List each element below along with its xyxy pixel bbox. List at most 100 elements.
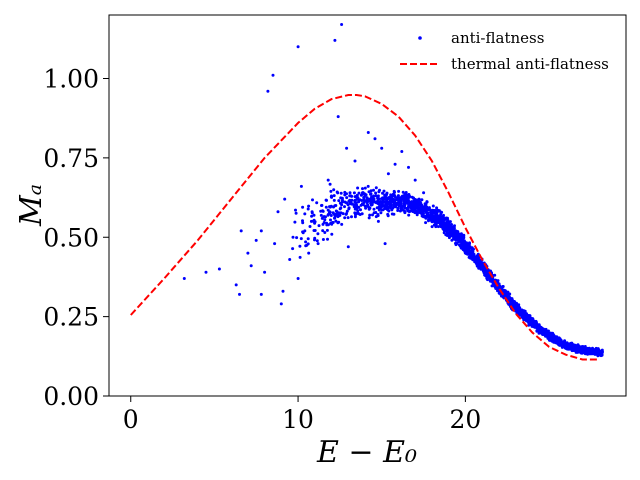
data-point — [376, 214, 380, 218]
data-point — [316, 242, 320, 246]
data-point — [308, 225, 312, 228]
data-point — [339, 191, 343, 195]
data-point — [306, 237, 310, 241]
data-point — [521, 312, 525, 316]
data-point — [372, 188, 375, 192]
data-point — [376, 219, 380, 223]
data-point — [239, 229, 243, 233]
data-point — [454, 230, 458, 234]
data-point — [468, 251, 472, 255]
data-point — [353, 159, 357, 163]
data-point — [353, 205, 357, 209]
data-point — [326, 178, 330, 182]
data-point — [294, 211, 298, 215]
data-point — [361, 187, 364, 191]
data-point — [331, 221, 335, 224]
data-point — [362, 195, 366, 199]
data-point — [414, 210, 418, 214]
data-point — [431, 208, 435, 212]
data-point — [384, 193, 388, 197]
data-point — [334, 219, 338, 223]
data-point — [452, 226, 456, 230]
data-point — [432, 214, 436, 218]
data-point — [537, 331, 541, 335]
data-point — [374, 191, 378, 195]
data-point — [500, 294, 503, 298]
data-point — [485, 276, 489, 280]
data-point — [254, 238, 258, 242]
data-point — [526, 319, 530, 323]
data-point — [369, 192, 373, 196]
data-point — [466, 252, 469, 256]
data-point — [423, 215, 427, 219]
data-point — [439, 210, 443, 214]
data-point — [362, 198, 366, 202]
data-point — [409, 205, 413, 209]
data-point — [381, 199, 385, 203]
data-point — [368, 199, 372, 203]
data-point — [343, 190, 347, 194]
data-point — [467, 247, 471, 251]
data-point — [597, 353, 601, 357]
data-point — [576, 350, 580, 354]
data-point — [533, 321, 537, 325]
data-point — [320, 203, 324, 207]
data-point — [367, 216, 371, 220]
data-point — [299, 184, 303, 188]
data-point — [393, 162, 397, 166]
data-point — [511, 302, 515, 306]
data-point — [482, 267, 486, 271]
data-point — [424, 221, 428, 225]
data-point — [599, 353, 603, 357]
data-point — [588, 350, 592, 354]
data-point — [298, 255, 302, 259]
x-tick-label: 20 — [449, 405, 481, 434]
data-point — [336, 191, 340, 195]
data-point — [334, 212, 338, 216]
data-point — [462, 243, 466, 246]
data-point — [412, 202, 416, 206]
data-point — [379, 200, 382, 203]
data-point — [380, 146, 384, 150]
data-point — [366, 131, 370, 134]
data-point — [343, 216, 347, 220]
data-point — [283, 197, 287, 201]
data-point — [407, 213, 411, 217]
data-point — [434, 225, 438, 229]
legend-label-thermal: thermal anti-flatness — [451, 55, 609, 73]
data-point — [516, 311, 520, 315]
data-point — [343, 193, 347, 197]
data-point — [422, 212, 425, 216]
data-point — [592, 351, 596, 355]
data-point — [545, 334, 549, 338]
data-point — [445, 221, 449, 225]
data-point — [419, 208, 423, 212]
data-point — [373, 137, 377, 141]
data-point — [374, 194, 378, 198]
data-point — [319, 213, 323, 217]
data-point — [531, 324, 535, 328]
data-point — [378, 188, 381, 192]
data-point — [396, 209, 400, 212]
data-point — [368, 213, 372, 217]
data-point — [299, 237, 303, 241]
data-point — [345, 209, 349, 213]
data-point — [389, 193, 393, 197]
data-point — [291, 235, 295, 239]
data-point — [399, 199, 403, 203]
data-point — [595, 350, 599, 354]
data-point — [393, 190, 396, 194]
data-point — [420, 198, 424, 202]
data-point — [454, 243, 458, 247]
data-point — [439, 225, 443, 229]
data-point — [350, 215, 353, 219]
data-point — [348, 198, 352, 202]
data-point — [436, 209, 440, 213]
data-point — [537, 324, 540, 328]
data-point — [403, 206, 407, 210]
data-point — [312, 218, 316, 222]
data-point — [535, 329, 539, 333]
data-point — [518, 306, 522, 310]
data-point — [556, 340, 560, 344]
data-point — [307, 204, 311, 208]
